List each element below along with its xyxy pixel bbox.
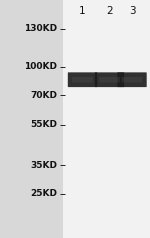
FancyBboxPatch shape [99,77,120,83]
Bar [63,0,150,238]
FancyBboxPatch shape [68,72,97,87]
Text: 25KD: 25KD [30,189,57,198]
FancyBboxPatch shape [95,72,124,87]
FancyBboxPatch shape [72,77,93,83]
Text: 70KD: 70KD [30,91,57,100]
FancyBboxPatch shape [122,77,142,83]
Text: 2: 2 [106,6,113,16]
FancyBboxPatch shape [117,72,147,87]
Text: 35KD: 35KD [30,161,57,170]
Text: 1: 1 [79,6,86,16]
Text: 55KD: 55KD [30,120,57,129]
Text: 3: 3 [129,6,135,16]
Text: 130KD: 130KD [24,24,57,33]
Text: 100KD: 100KD [24,62,57,71]
